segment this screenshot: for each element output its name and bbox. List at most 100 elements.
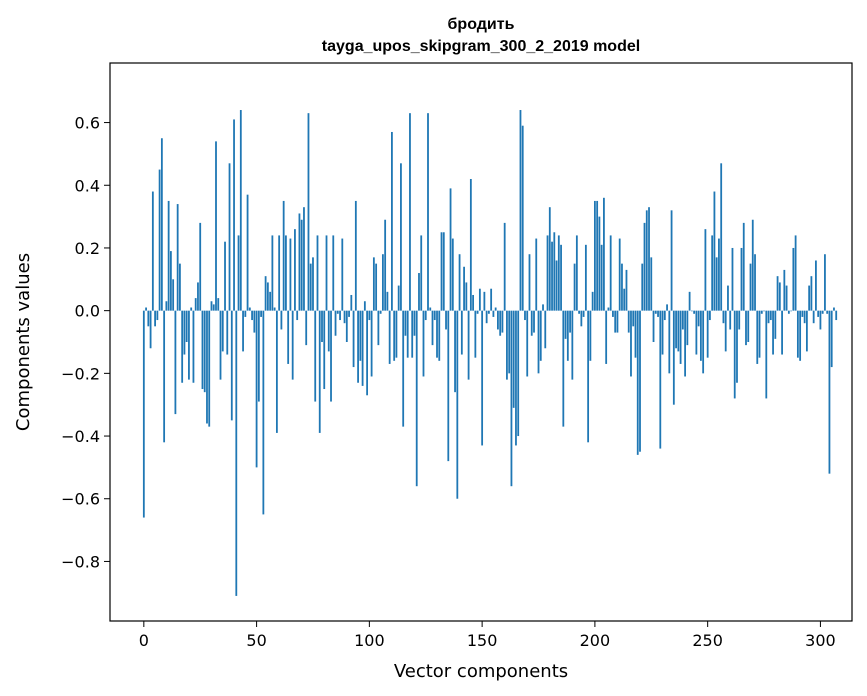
bar <box>206 310 208 424</box>
bar <box>575 235 578 311</box>
bar <box>379 310 382 314</box>
bar <box>156 310 159 321</box>
bar <box>833 307 835 311</box>
bar <box>395 310 398 358</box>
bar <box>521 125 524 311</box>
y-tick-label: −0.6 <box>61 490 100 509</box>
bar <box>192 310 195 383</box>
bar <box>616 310 619 333</box>
bar <box>756 310 759 364</box>
bar <box>163 310 166 443</box>
bar <box>375 263 378 311</box>
bar <box>397 285 400 311</box>
bar <box>783 269 786 311</box>
bar <box>273 307 276 311</box>
bar <box>517 310 520 437</box>
bar <box>190 307 193 311</box>
bar <box>388 310 391 364</box>
bar <box>445 310 447 330</box>
x-axis-ticks: 0 50 100 150 200 250 300 <box>139 621 836 650</box>
bar <box>749 263 752 311</box>
bar <box>345 310 348 342</box>
bar <box>824 254 826 311</box>
bar <box>652 310 655 342</box>
bar <box>309 263 312 311</box>
bar <box>618 238 621 311</box>
bar <box>485 310 488 324</box>
bar <box>805 310 808 352</box>
y-axis-label: Components values <box>13 253 34 431</box>
bar <box>307 113 310 311</box>
bar <box>812 310 815 324</box>
bar <box>803 310 806 324</box>
bar <box>413 310 416 336</box>
bar <box>695 310 698 355</box>
bar <box>794 235 797 311</box>
bar <box>745 310 747 346</box>
bar <box>603 197 605 311</box>
bar <box>826 310 829 314</box>
bar <box>587 310 590 443</box>
bar <box>352 310 355 368</box>
bar <box>614 310 617 333</box>
bar <box>612 310 614 317</box>
bar <box>835 310 838 321</box>
bar <box>508 310 511 374</box>
bar <box>607 307 610 311</box>
bar <box>711 235 714 311</box>
bar <box>262 310 265 515</box>
bar <box>246 194 249 311</box>
bar <box>733 310 736 399</box>
x-tick-label: 200 <box>580 631 611 650</box>
bar <box>436 310 438 358</box>
bar <box>661 310 664 355</box>
bar <box>621 263 623 311</box>
bar <box>228 163 231 311</box>
bar <box>627 310 630 333</box>
bar <box>469 178 472 311</box>
bar <box>589 310 592 361</box>
bar <box>251 310 253 321</box>
bar <box>463 266 465 311</box>
bar <box>194 298 197 311</box>
bar <box>406 310 409 358</box>
bar <box>327 310 330 352</box>
bar <box>285 235 287 311</box>
x-tick-label: 0 <box>139 631 149 650</box>
bar <box>564 310 567 339</box>
x-tick-label: 100 <box>354 631 385 650</box>
bar <box>325 235 328 311</box>
bar <box>499 310 502 336</box>
bar <box>702 310 705 374</box>
bar <box>639 310 641 452</box>
x-axis-label: Vector components <box>394 661 568 682</box>
bar <box>530 310 533 336</box>
bar <box>808 285 811 311</box>
bar <box>634 310 637 358</box>
bar <box>142 310 145 518</box>
bar <box>792 247 795 311</box>
bar <box>776 276 779 311</box>
bar <box>456 310 459 499</box>
chart-title-line1: бродить <box>448 16 515 33</box>
bar <box>625 269 628 311</box>
bar <box>174 310 177 415</box>
bar <box>169 251 172 311</box>
bar <box>571 310 574 380</box>
bar <box>438 310 441 361</box>
bar <box>591 291 594 311</box>
plot-frame <box>109 62 853 622</box>
bar <box>654 310 657 314</box>
bar <box>760 310 763 314</box>
x-tick-label: 300 <box>805 631 836 650</box>
bar <box>208 310 211 427</box>
bar <box>630 310 632 377</box>
bar <box>605 310 608 364</box>
bar <box>742 222 745 311</box>
bar <box>706 310 709 358</box>
bar <box>343 310 346 324</box>
bar <box>172 279 175 311</box>
bar <box>657 310 659 317</box>
bar <box>542 304 544 311</box>
bar <box>566 310 569 361</box>
